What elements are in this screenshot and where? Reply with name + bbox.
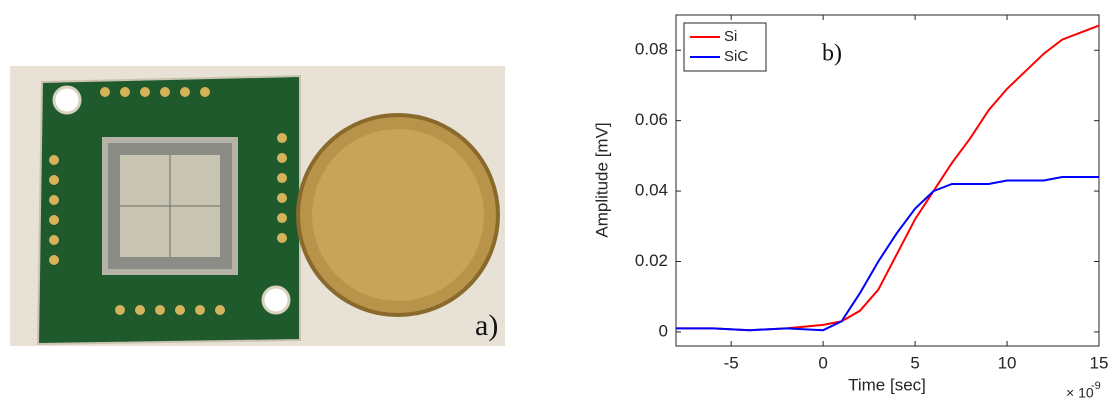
mount-hole [261, 285, 291, 315]
x-tick-label: 15 [1090, 353, 1109, 372]
y-tick-label: 0.04 [635, 181, 668, 200]
x-tick-label: 0 [818, 353, 827, 372]
x-multiplier-exponent: -9 [1091, 380, 1101, 392]
series-line [676, 176, 1099, 332]
photo: a) [10, 66, 505, 346]
y-axis-label: Amplitude [mV] [592, 122, 611, 237]
pads [49, 87, 287, 315]
photo-label: a) [475, 309, 498, 342]
y-tick-label: 0.06 [635, 110, 668, 129]
y-tick-label: 0.02 [635, 251, 668, 270]
x-tick-label: 10 [998, 353, 1017, 372]
legend-box [683, 22, 767, 72]
y-tick-label: 0.08 [635, 40, 668, 59]
x-tick-label: 5 [910, 353, 919, 372]
x-tick-label: -5 [724, 353, 739, 372]
coin-face [312, 129, 484, 301]
legend-label: SiC [724, 48, 748, 65]
x-axis-label: Time [sec] [848, 375, 926, 394]
annotation: b) [822, 41, 842, 67]
y-tick-label: 0 [659, 321, 668, 340]
mount-hole [52, 85, 82, 115]
x-multiplier: × 10 [1066, 385, 1094, 401]
legend-label: Si [724, 28, 737, 45]
